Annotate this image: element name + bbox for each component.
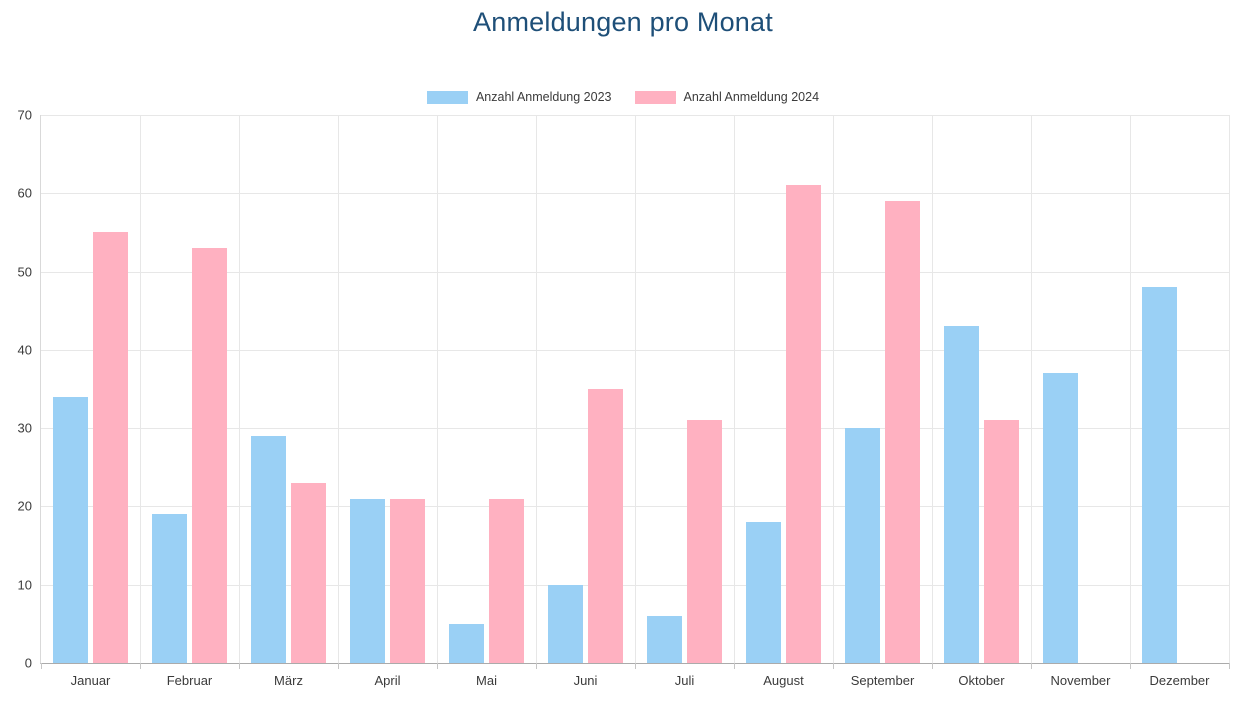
plot-area: 0 10 20 30 40 50 60 70 Januar Februar März April Mai… [18,108,1230,688]
bar-anzahl-anmeldung-2023-november[interactable] [1043,373,1078,663]
bar-anzahl-anmeldung-2023-juni[interactable] [548,585,583,663]
bar-anzahl-anmeldung-2024-januar[interactable] [93,232,128,663]
bar-anzahl-anmeldung-2023-september[interactable] [845,428,880,663]
x-axis-label-februar: Februar [166,673,213,688]
bar-anzahl-anmeldung-2024-februar[interactable] [192,248,227,663]
bar-anzahl-anmeldung-2023-januar[interactable] [53,397,88,663]
v-gridline-10 [1031,115,1032,663]
x-tick-4 [437,663,438,669]
y-axis-label-70: 70 [17,107,32,123]
legend-swatch-2023-icon [426,90,468,104]
bar-anzahl-anmeldung-2023-dezember[interactable] [1142,287,1177,663]
x-axis-label-november: November [1050,673,1111,688]
bar-anzahl-anmeldung-2024-juli[interactable] [687,420,722,663]
x-axis-label-juli: Juli [674,673,695,688]
x-axis-label-märz: März [274,673,303,688]
v-gridline-5 [536,115,537,663]
chart-legend: Anzahl Anmeldung 2023 Anzahl Anmeldung 2… [0,90,1246,104]
v-gridline-11 [1130,115,1131,663]
v-gridline-4 [437,115,438,663]
bar-anzahl-anmeldung-2023-august[interactable] [746,522,781,663]
x-tick-12 [1229,663,1230,669]
v-gridline-3 [338,115,339,663]
legend-item-2023[interactable]: Anzahl Anmeldung 2023 [426,90,612,104]
bar-anzahl-anmeldung-2023-april[interactable] [350,499,385,663]
x-axis-label-dezember: Dezember [1149,673,1210,688]
bar-anzahl-anmeldung-2023-juli[interactable] [647,616,682,663]
x-axis-label-mai: Mai [476,673,497,688]
legend-label-2024: Anzahl Anmeldung 2024 [683,90,820,104]
y-axis-label-30: 30 [17,420,32,436]
v-gridline-7 [734,115,735,663]
x-tick-5 [536,663,537,669]
x-tick-11 [1130,663,1131,669]
x-tick-2 [239,663,240,669]
bar-anzahl-anmeldung-2024-märz[interactable] [291,483,326,663]
legend-item-2024[interactable]: Anzahl Anmeldung 2024 [634,90,820,104]
v-gridline-9 [932,115,933,663]
x-tick-1 [140,663,141,669]
x-axis-label-juni: Juni [573,673,598,688]
x-tick-8 [833,663,834,669]
y-axis-label-10: 10 [17,577,32,593]
y-axis-label-60: 60 [17,185,32,201]
legend-label-2023: Anzahl Anmeldung 2023 [475,90,612,104]
v-gridline-12 [1229,115,1230,663]
bar-anzahl-anmeldung-2023-mai[interactable] [449,624,484,663]
y-axis-label-0: 0 [24,655,32,671]
x-axis-label-januar: Januar [70,673,111,688]
x-tick-0 [41,663,42,669]
y-axis-label-40: 40 [17,342,32,358]
x-axis-label-september: September [850,673,915,688]
bar-anzahl-anmeldung-2024-oktober[interactable] [984,420,1019,663]
bar-anzahl-anmeldung-2024-august[interactable] [786,185,821,663]
x-axis-label-august: August [763,673,804,688]
v-gridline-8 [833,115,834,663]
v-gridline-6 [635,115,636,663]
chart-title: Anmeldungen pro Monat [473,7,773,37]
bar-anzahl-anmeldung-2024-mai[interactable] [489,499,524,663]
x-tick-3 [338,663,339,669]
bar-anzahl-anmeldung-2024-april[interactable] [390,499,425,663]
x-tick-7 [734,663,735,669]
v-gridline-2 [239,115,240,663]
x-axis-label-april: April [374,673,401,688]
x-axis-label-oktober: Oktober [958,673,1005,688]
x-tick-10 [1031,663,1032,669]
bar-anzahl-anmeldung-2024-juni[interactable] [588,389,623,663]
bar-anzahl-anmeldung-2023-februar[interactable] [152,514,187,663]
bar-anzahl-anmeldung-2023-oktober[interactable] [944,326,979,663]
y-axis-label-50: 50 [17,264,32,280]
v-gridline-1 [140,115,141,663]
bar-anzahl-anmeldung-2023-märz[interactable] [251,436,286,663]
x-tick-6 [635,663,636,669]
y-axis-label-20: 20 [17,498,32,514]
legend-swatch-2024-icon [634,90,676,104]
bar-anzahl-anmeldung-2024-september[interactable] [885,201,920,663]
x-tick-9 [932,663,933,669]
